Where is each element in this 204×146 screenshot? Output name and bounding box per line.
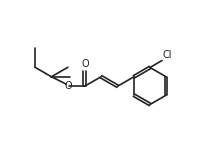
- Text: Cl: Cl: [163, 50, 172, 60]
- Text: O: O: [64, 81, 72, 91]
- Text: O: O: [81, 59, 89, 69]
